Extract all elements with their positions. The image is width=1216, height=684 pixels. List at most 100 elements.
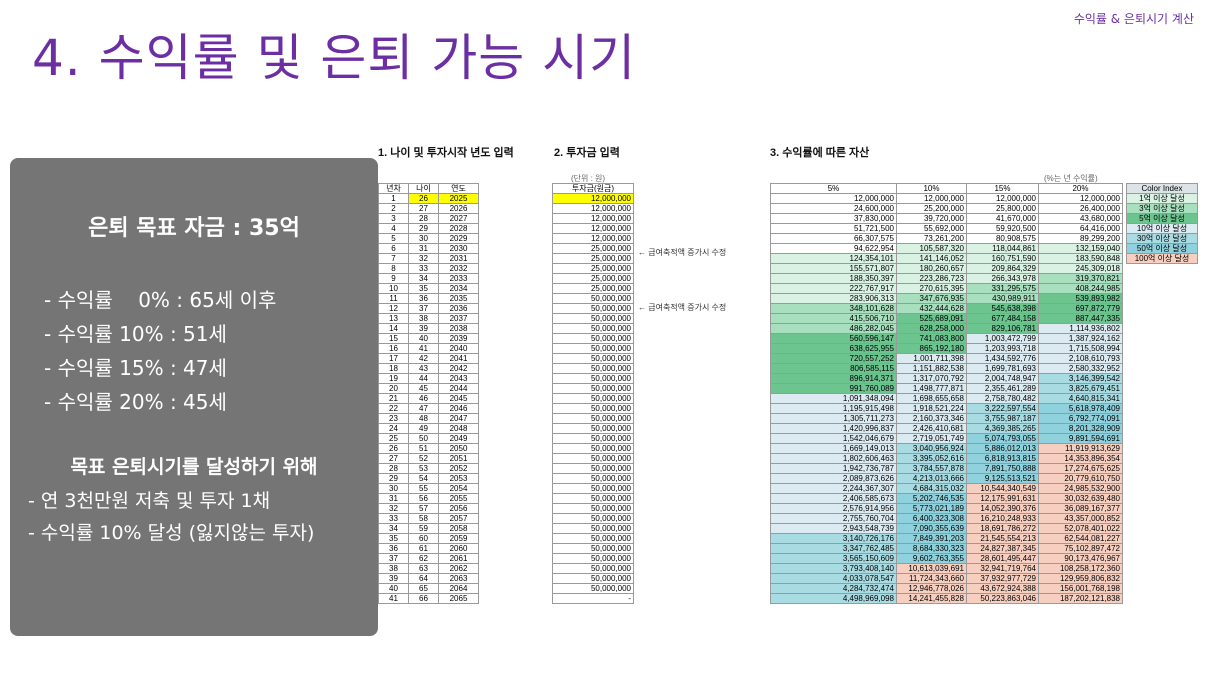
table-cell: 3,793,408,140: [770, 563, 897, 574]
table-cell: 11,919,913,629: [1038, 443, 1123, 454]
table-cell: 8: [378, 263, 409, 274]
table-row: 94,622,954 105,587,320 118,044,861 132,159,…: [770, 243, 1123, 254]
table-cell: 2054: [438, 483, 479, 494]
table-row: 1,542,046,679 2,719,051,749 5,074,793,055 9…: [770, 433, 1123, 444]
table-cell: 3,140,726,176: [770, 533, 897, 544]
table-row: 19 44 2043: [378, 373, 479, 384]
table-cell: 2051: [438, 453, 479, 464]
table-row: 12 37 2036: [378, 303, 479, 314]
table-cell: 118,044,861: [966, 243, 1039, 254]
table-cell: 94,622,954: [770, 243, 897, 254]
table-cell: 50,000,000: [552, 463, 634, 474]
table-cell: 896,914,371: [770, 373, 897, 384]
rate-line: - 수익률 20% : 45세: [44, 390, 227, 414]
table-cell: 2039: [438, 333, 479, 344]
table-cell: 1,542,046,679: [770, 433, 897, 444]
table-row: 37,830,000 39,720,000 41,670,000 43,680,000: [770, 213, 1123, 224]
table-row: 50,000,000: [552, 473, 634, 484]
age-year-table: 년차 나이 연도 1 26 2025 2 27 2026 3 28 2027 4 29 2028 5 30…: [378, 183, 479, 604]
col-header: 15%: [966, 183, 1039, 194]
legend-item: 50억 이상 달성: [1126, 243, 1198, 254]
table-cell: 50,000,000: [552, 423, 634, 434]
table-cell: 50,000,000: [552, 323, 634, 334]
table-cell: 46: [408, 393, 439, 404]
table-cell: 12,000,000: [552, 213, 634, 224]
investment-table: 투자금(원금) 12,000,000 12,000,000 12,000,000 12…: [552, 183, 634, 604]
table-cell: 14,353,896,354: [1038, 453, 1123, 464]
table-row: 40 65 2064: [378, 583, 479, 594]
table-row: 3 28 2027: [378, 213, 479, 224]
table-cell: 2045: [438, 393, 479, 404]
table-cell: 50,000,000: [552, 303, 634, 314]
table-cell: 209,864,329: [966, 263, 1039, 274]
table-cell: 50,000,000: [552, 473, 634, 484]
table-cell: 50,000,000: [552, 393, 634, 404]
table-cell: 50,000,000: [552, 443, 634, 454]
table-cell: 25,000,000: [552, 263, 634, 274]
table-cell: 9: [378, 273, 409, 284]
table-row: 34 59 2058: [378, 523, 479, 534]
table-cell: 991,760,089: [770, 383, 897, 394]
table-cell: 3,040,956,924: [896, 443, 967, 454]
slide-title: 4. 수익률 및 은퇴 가능 시기: [32, 29, 637, 87]
table-cell: 1,420,996,837: [770, 423, 897, 434]
table-cell: 35: [378, 533, 409, 544]
table-cell: 486,282,045: [770, 323, 897, 334]
table-cell: 2025: [438, 193, 479, 204]
table-cell: 55: [408, 483, 439, 494]
table-cell: 12,000,000: [552, 193, 634, 204]
table-cell: 3,146,399,542: [1038, 373, 1123, 384]
table-cell: 266,343,978: [966, 273, 1039, 284]
table-cell: 865,192,180: [896, 343, 967, 354]
table-cell: 1,151,882,538: [896, 363, 967, 374]
table-cell: 12,000,000: [552, 233, 634, 244]
table-cell: 48: [408, 413, 439, 424]
table-cell: 13: [378, 313, 409, 324]
table-cell: 12,946,778,026: [896, 583, 967, 594]
table-row: 9 34 2033: [378, 273, 479, 284]
table-cell: 3,395,052,616: [896, 453, 967, 464]
table-cell: 66: [408, 593, 439, 604]
table-row: 25 50 2049: [378, 433, 479, 444]
table-row: 20 45 2044: [378, 383, 479, 394]
table-cell: 2029: [438, 233, 479, 244]
table-cell: 2031: [438, 253, 479, 264]
table-row: 27 52 2051: [378, 453, 479, 464]
table-cell: 270,615,395: [896, 283, 967, 294]
summary-panel: 은퇴 목표 자금 : 35억 - 수익률 0% : 65세 이후 - 수익률 1…: [10, 158, 378, 636]
table-row: 29 54 2053: [378, 473, 479, 484]
table-cell: 1,699,781,693: [966, 363, 1039, 374]
table-row: 30 55 2054: [378, 483, 479, 494]
table-cell: 2046: [438, 403, 479, 414]
table-cell: 5: [378, 233, 409, 244]
col-header: 나이: [408, 183, 439, 194]
rate-line: - 수익률 10% : 51세: [44, 322, 227, 346]
table-cell: 2,089,873,626: [770, 473, 897, 484]
table-row: 50,000,000: [552, 403, 634, 414]
table-cell: 25,000,000: [552, 283, 634, 294]
table-cell: 348,101,628: [770, 303, 897, 314]
table-cell: 1,387,924,162: [1038, 333, 1123, 344]
table-cell: 539,893,982: [1038, 293, 1123, 304]
table-cell: 2061: [438, 553, 479, 564]
table-cell: 3,825,679,451: [1038, 383, 1123, 394]
table-cell: 38: [378, 563, 409, 574]
table-row: 124,354,101 141,146,052 160,751,590 183,590…: [770, 253, 1123, 264]
table-row: 26 51 2050: [378, 443, 479, 454]
table-cell: 4,684,315,032: [896, 483, 967, 494]
table-cell: 40: [378, 583, 409, 594]
legend-row: 5억 이상 달성: [1126, 213, 1198, 224]
table-cell: 10,613,039,691: [896, 563, 967, 574]
table-cell: 5,074,793,055: [966, 433, 1039, 444]
table-cell: 12,000,000: [552, 223, 634, 234]
table-cell: 222,767,917: [770, 283, 897, 294]
table-cell: 50,000,000: [552, 333, 634, 344]
table-cell: 2027: [438, 213, 479, 224]
table-row: 7 32 2031: [378, 253, 479, 264]
table-cell: 25: [378, 433, 409, 444]
table-row: 14 39 2038: [378, 323, 479, 334]
table-cell: 39: [378, 573, 409, 584]
table-cell: 1,498,777,871: [896, 383, 967, 394]
table-cell: 2053: [438, 473, 479, 484]
table-row: 17 42 2041: [378, 353, 479, 364]
